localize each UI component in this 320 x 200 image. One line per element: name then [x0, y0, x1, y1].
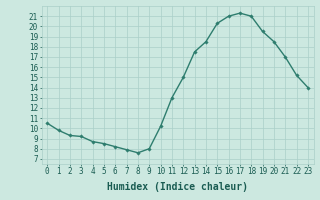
X-axis label: Humidex (Indice chaleur): Humidex (Indice chaleur) — [107, 182, 248, 192]
